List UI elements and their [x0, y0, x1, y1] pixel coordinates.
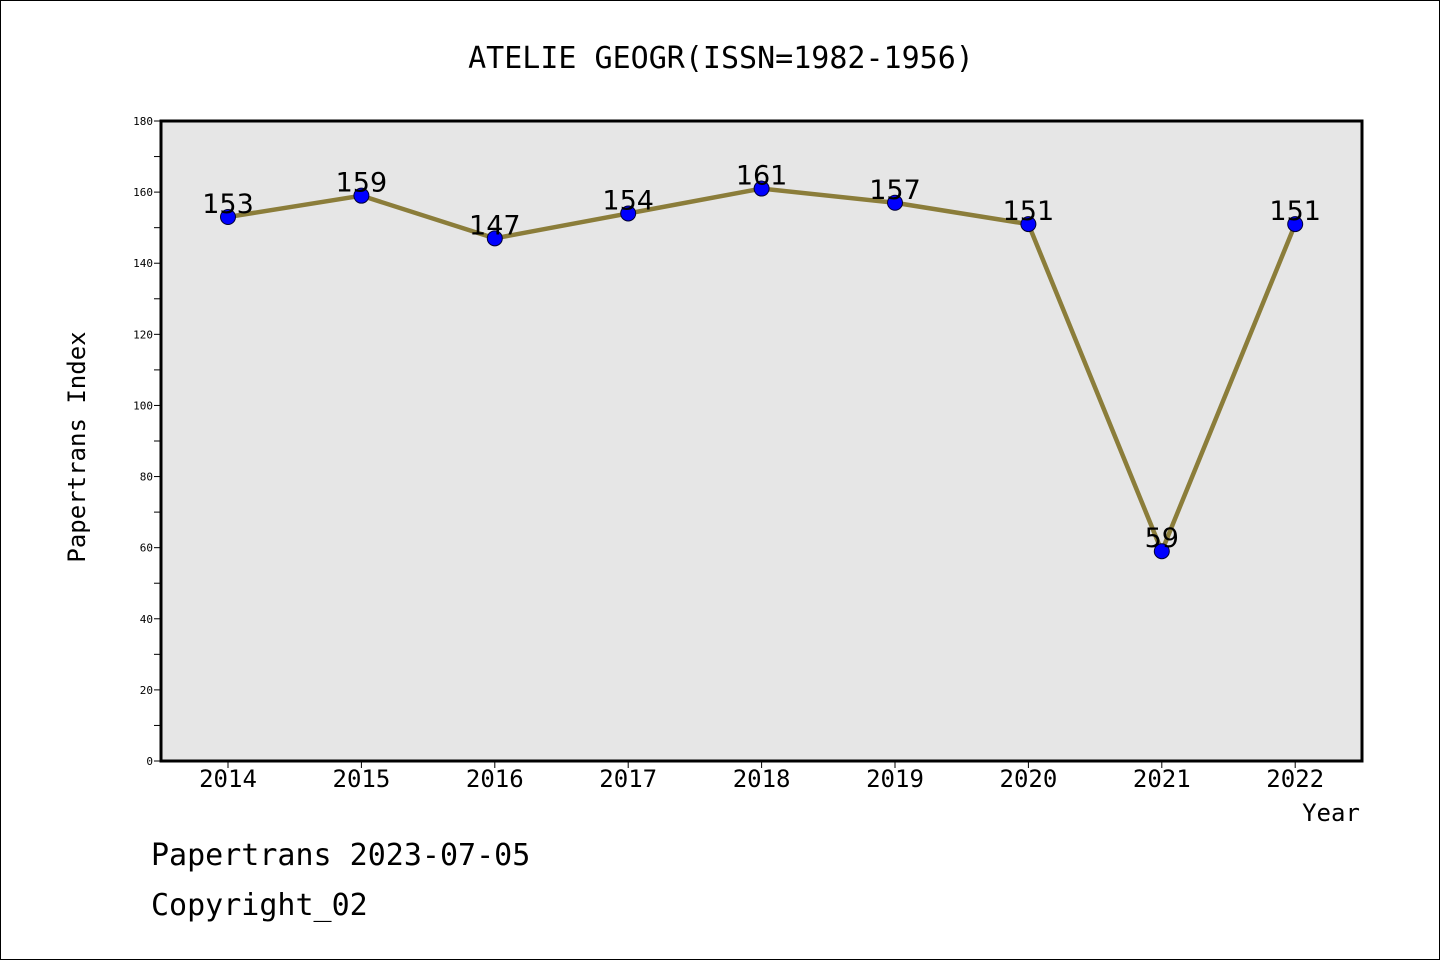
data-point — [887, 194, 903, 211]
data-label: 153 — [202, 189, 254, 220]
x-tick-label: 2015 — [333, 765, 391, 793]
marker-layer — [220, 180, 1304, 560]
data-label: 151 — [1269, 196, 1321, 227]
plot-border — [159, 119, 1364, 763]
data-label-layer: 153 159 147 154 161 157 151 59 151 — [202, 161, 1321, 555]
y-tick-label: 20 — [140, 684, 153, 697]
data-point — [753, 180, 770, 197]
y-axis-title: Papertrans Index — [63, 331, 91, 562]
data-point — [620, 205, 637, 222]
data-label: 59 — [1145, 523, 1179, 554]
y-tick-label: 160 — [133, 186, 153, 199]
data-label: 151 — [1003, 196, 1055, 227]
x-tick-label: 2020 — [1000, 765, 1058, 793]
x-axis-title: Year — [1302, 799, 1360, 827]
footer-date: Papertrans 2023-07-05 — [151, 838, 530, 873]
y-tick-label: 120 — [133, 328, 153, 341]
y-tick-label: 40 — [140, 613, 153, 626]
data-point — [1287, 216, 1304, 233]
data-point — [486, 230, 503, 247]
y-tick-label: 80 — [140, 471, 153, 484]
data-point — [220, 209, 236, 225]
x-tick-label: 2022 — [1266, 765, 1324, 793]
data-point — [1153, 543, 1170, 560]
y-tick-label: 140 — [133, 257, 153, 270]
chart-title: ATELIE GEOGR(ISSN=1982-1956) — [468, 41, 974, 76]
x-tick-label: 2016 — [466, 765, 524, 793]
y-tick-label: 180 — [133, 115, 153, 128]
data-label: 154 — [602, 185, 654, 216]
plot-area — [161, 121, 1362, 761]
data-label: 157 — [869, 175, 921, 206]
x-tick-label: 2019 — [866, 765, 924, 793]
data-label: 161 — [736, 161, 788, 192]
y-tick-label: 100 — [133, 399, 153, 412]
y-tick-label: 0 — [146, 755, 153, 768]
data-point — [353, 187, 370, 204]
x-tick-label: 2017 — [599, 765, 657, 793]
x-tick-label: 2018 — [733, 765, 791, 793]
y-tick-label: 60 — [140, 542, 153, 555]
x-tick-label: 2021 — [1133, 765, 1191, 793]
tick-layer: 0 20 40 60 80 100 120 140 160 180 2014 2015 2016 2017… — [133, 115, 1324, 793]
data-label: 147 — [469, 210, 521, 241]
data-point — [1020, 216, 1037, 233]
x-tick-label: 2014 — [199, 765, 257, 793]
data-label: 159 — [336, 168, 388, 199]
footer-copyright: Copyright_02 — [151, 888, 368, 923]
